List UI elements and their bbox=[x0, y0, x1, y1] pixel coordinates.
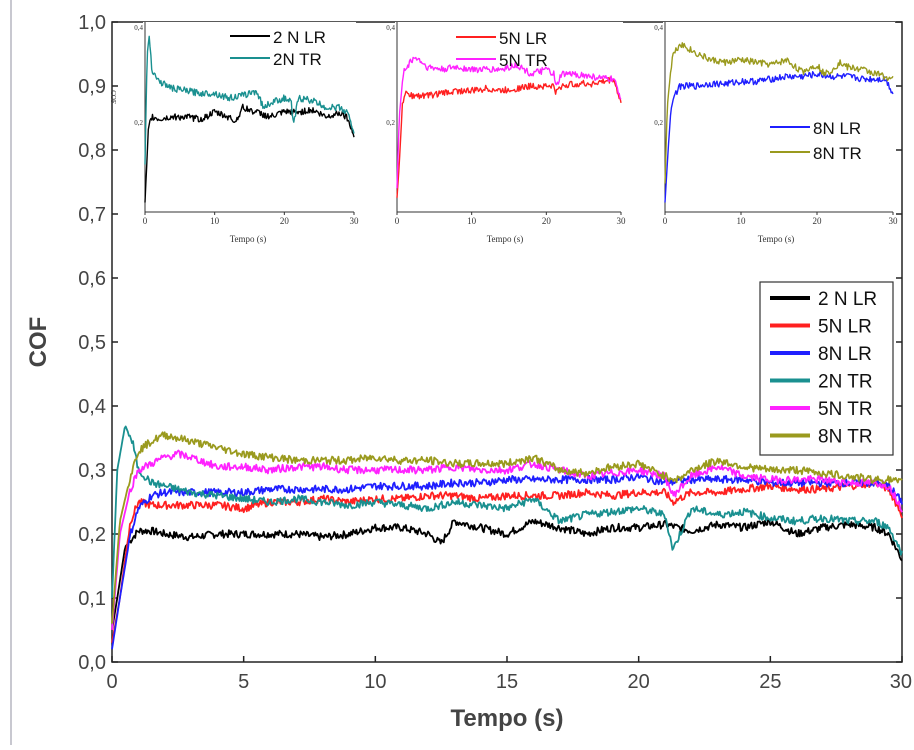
main-x-tick-label: 0 bbox=[106, 671, 117, 693]
inset-x-tick-label: 30 bbox=[617, 216, 627, 226]
inset-x-axis-label: Tempo (s) bbox=[230, 234, 267, 244]
main-y-tick-label: 0,9 bbox=[78, 76, 106, 98]
inset-x-tick-label: 30 bbox=[350, 216, 360, 226]
left-edge-divider bbox=[10, 0, 12, 745]
main-y-tick-label: 0,8 bbox=[78, 140, 106, 162]
inset-legend-label-5n-tr: 5N TR bbox=[499, 51, 548, 70]
inset-legend-label-8n-lr: 8N LR bbox=[813, 119, 861, 138]
main-y-tick-label: 0,4 bbox=[78, 396, 106, 418]
legend-label-8n-tr: 8N TR bbox=[818, 427, 873, 448]
series-line-5n-tr bbox=[111, 449, 903, 631]
inset-series-line-8n-tr bbox=[664, 42, 894, 184]
legend-label-5n-lr: 5N LR bbox=[818, 317, 872, 338]
inset-y-tick-label: 0,4 bbox=[134, 24, 143, 32]
inset-x-tick-label: 20 bbox=[813, 216, 823, 226]
main-x-tick-label: 10 bbox=[364, 671, 386, 693]
main-y-tick-label: 0,2 bbox=[78, 524, 106, 546]
inset-charts: 0 10 20 30 0,4 0,2 Tempo (s) COF 2 N LR 2N TR 0 10 2… bbox=[109, 22, 898, 244]
main-x-tick-label: 20 bbox=[628, 671, 650, 693]
inset-x-tick-label: 20 bbox=[542, 216, 552, 226]
inset-legend-label-5n-lr: 5N LR bbox=[499, 29, 547, 48]
inset-x-tick-label: 30 bbox=[889, 216, 899, 226]
inset-y-tick-label: 0,2 bbox=[134, 119, 143, 127]
inset-legend-label-2n-tr: 2N TR bbox=[273, 50, 322, 69]
inset-series-line-8n-lr bbox=[664, 70, 894, 203]
inset-x-axis-label: Tempo (s) bbox=[758, 234, 795, 244]
main-x-tick-label: 15 bbox=[496, 671, 518, 693]
main-legend-box bbox=[759, 281, 894, 456]
inset-x-tick-label: 0 bbox=[395, 216, 400, 226]
legend-label-2n-tr: 2N TR bbox=[818, 372, 873, 393]
inset-y-tick-label: 0,2 bbox=[386, 119, 395, 127]
main-y-tick-label: 0,6 bbox=[78, 268, 106, 290]
series-line-8n-tr bbox=[111, 431, 903, 624]
inset-series-line-5n-lr bbox=[396, 76, 622, 198]
legend-label-2-n-lr: 2 N LR bbox=[818, 289, 877, 310]
inset-legend-label-2-n-lr: 2 N LR bbox=[273, 28, 326, 47]
inset-chart-1: 0 10 20 30 0,4 0,2 Tempo (s) COF 2 N LR 2N TR bbox=[109, 22, 359, 244]
main-y-tick-label: 0,7 bbox=[78, 204, 106, 226]
main-y-tick-label: 0,1 bbox=[78, 588, 106, 610]
main-x-tick-label: 25 bbox=[759, 671, 781, 693]
inset-x-tick-label: 10 bbox=[210, 216, 220, 226]
inset-x-tick-label: 10 bbox=[737, 216, 747, 226]
main-chart: 0,0 0,1 0,2 0,3 0,4 0,5 0,6 0,7 0,8 0,9 1,0 0 5 10 15 2… bbox=[25, 12, 912, 732]
main-y-tick-label: 0,5 bbox=[78, 332, 106, 354]
inset-series-line-2-n-lr bbox=[144, 103, 355, 203]
inset-x-tick-label: 0 bbox=[663, 216, 668, 226]
series-line-5n-lr bbox=[111, 479, 903, 643]
main-y-tick-label: 1,0 bbox=[78, 12, 106, 34]
inset-y-tick-label: 0,4 bbox=[654, 24, 663, 32]
inset-legend-label-8n-tr: 8N TR bbox=[813, 144, 862, 163]
inset-series-line-5n-tr bbox=[396, 56, 622, 189]
inset-x-axis-label: Tempo (s) bbox=[487, 234, 524, 244]
inset-y-tick-label: 0,2 bbox=[654, 119, 663, 127]
series-line-2-n-lr bbox=[111, 518, 903, 631]
legend-label-5n-tr: 5N TR bbox=[818, 399, 873, 420]
inset-y-axis-label: COF bbox=[109, 90, 117, 104]
inset-background bbox=[395, 22, 623, 212]
inset-chart-2: 0 10 20 30 0,4 0,2 Tempo (s) 5N LR 5N TR bbox=[386, 22, 626, 244]
inset-x-tick-label: 10 bbox=[467, 216, 477, 226]
main-y-axis-label: COF bbox=[25, 317, 52, 368]
inset-x-tick-label: 20 bbox=[280, 216, 290, 226]
inset-chart-3: 0 10 20 30 0,4 0,2 Tempo (s) 8N LR 8N TR bbox=[654, 22, 898, 244]
main-y-tick-label: 0,0 bbox=[78, 652, 106, 674]
main-x-tick-label: 30 bbox=[890, 671, 912, 693]
main-x-tick-label: 5 bbox=[238, 671, 249, 693]
main-y-tick-label: 0,3 bbox=[78, 460, 106, 482]
main-x-axis-label: Tempo (s) bbox=[451, 705, 564, 732]
inset-y-tick-label: 0,4 bbox=[386, 24, 395, 32]
series-line-2n-tr bbox=[111, 425, 903, 599]
inset-background bbox=[663, 22, 895, 212]
inset-x-tick-label: 0 bbox=[143, 216, 148, 226]
inset-series-line-2n-tr bbox=[144, 35, 355, 165]
legend-label-8n-lr: 8N LR bbox=[818, 344, 872, 365]
